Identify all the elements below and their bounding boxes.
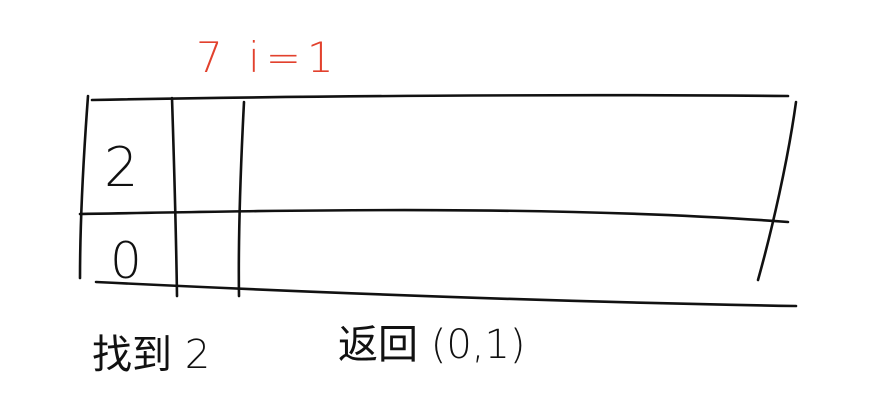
found-note: 找到 2 bbox=[92, 332, 210, 378]
table-middle-divider bbox=[78, 208, 790, 224]
column-divider-2 bbox=[237, 100, 246, 298]
array-table bbox=[78, 93, 798, 308]
table-row-2-value: 0 bbox=[110, 232, 142, 290]
table-right-border bbox=[756, 100, 798, 282]
table-bottom-border bbox=[94, 280, 798, 308]
pointer-annotation: 7 i=1 bbox=[196, 33, 340, 82]
table-row-1-value: 2 bbox=[104, 136, 138, 199]
table-left-border bbox=[78, 94, 90, 280]
table-top-border bbox=[90, 93, 790, 102]
return-note: 返回 (0,1) bbox=[338, 322, 526, 368]
column-divider-1 bbox=[170, 96, 179, 298]
